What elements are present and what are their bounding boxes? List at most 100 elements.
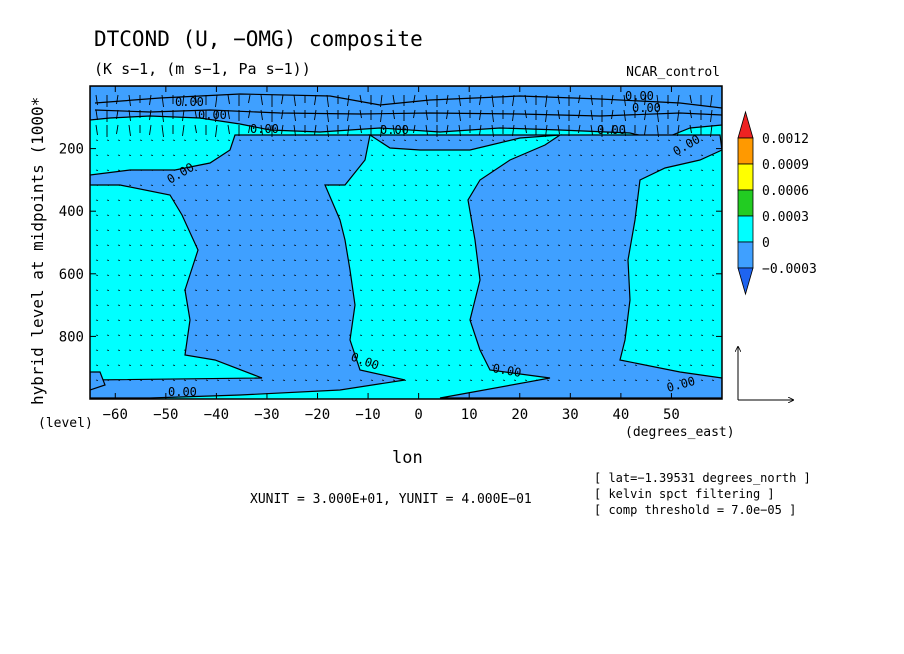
contour-label-bottom: 0.00 (168, 385, 197, 399)
wind-vector (612, 319, 616, 321)
wind-vector (403, 139, 407, 141)
wind-vector (238, 139, 242, 141)
wind-vector (689, 289, 693, 291)
wind-vector (601, 139, 605, 141)
wind-vector (579, 379, 583, 381)
wind-vector (513, 199, 517, 201)
wind-vector (711, 349, 715, 351)
wind-vector (227, 214, 231, 216)
wind-vector (403, 259, 407, 261)
wind-vector (678, 229, 682, 231)
wind-vector (139, 289, 143, 291)
wind-vector (106, 169, 110, 171)
wind-vector (656, 349, 660, 351)
wind-vector (458, 214, 462, 216)
wind-vector (579, 214, 583, 216)
wind-vector (370, 334, 374, 336)
wind-vector (579, 289, 583, 291)
wind-vector (512, 109, 515, 122)
wind-vector (513, 304, 517, 306)
wind-vector (579, 154, 583, 156)
wind-vector (436, 154, 440, 156)
note-filtering: [ kelvin spct filtering ] (594, 487, 775, 501)
wind-vector (172, 259, 176, 261)
wind-vector (227, 364, 231, 366)
wind-vector (524, 289, 528, 291)
wind-vector (700, 214, 704, 216)
wind-vector (205, 364, 209, 366)
wind-vector (249, 244, 253, 246)
contour-region-negative-bottom-left (90, 371, 106, 391)
wind-vector (238, 154, 242, 156)
wind-vector (293, 289, 297, 291)
wind-vector (183, 319, 187, 321)
wind-vector (447, 364, 451, 366)
wind-vector (392, 379, 396, 381)
wind-vector (194, 229, 198, 231)
wind-vector (238, 169, 242, 171)
wind-vector (469, 259, 473, 261)
wind-vector (667, 319, 671, 321)
wind-vector (205, 319, 209, 321)
wind-vector (172, 319, 176, 321)
wind-vector (491, 229, 495, 231)
wind-vector (293, 319, 297, 321)
x-tick-label: 0 (414, 407, 422, 423)
wind-vector (480, 154, 484, 156)
wind-vector (623, 94, 626, 107)
wind-vector (601, 319, 605, 321)
wind-vector (139, 379, 143, 381)
y-axis-ticks: 200 400 600 800 (59, 142, 722, 345)
wind-vector (227, 154, 231, 156)
wind-vector (480, 304, 484, 306)
wind-vector (579, 334, 583, 336)
wind-vector (249, 169, 253, 171)
wind-vector (238, 334, 242, 336)
wind-vector (183, 169, 187, 171)
wind-vector (447, 244, 451, 246)
wind-vector (194, 349, 198, 351)
wind-vector (645, 169, 649, 171)
contour-line-upper-1 (94, 93, 722, 109)
wind-vector (381, 199, 385, 201)
wind-vector (710, 94, 713, 108)
wind-vector (623, 349, 627, 351)
wind-vector (326, 259, 330, 261)
wind-vector (326, 214, 330, 216)
wind-vector (425, 124, 428, 136)
wind-vector (579, 364, 583, 366)
wind-vector (183, 214, 187, 216)
wind-vector (139, 214, 143, 216)
wind-vector (370, 274, 374, 276)
wind-vector (623, 379, 627, 381)
wind-vector (677, 124, 680, 137)
wind-vector (139, 244, 143, 246)
wind-vector (337, 274, 341, 276)
wind-vector (117, 199, 121, 201)
wind-vector (469, 304, 473, 306)
wind-vector (458, 304, 462, 306)
wind-vector (601, 229, 605, 231)
wind-vector (557, 154, 561, 156)
wind-vector (447, 319, 451, 321)
wind-vector (480, 364, 484, 366)
wind-vector (480, 334, 484, 336)
wind-vector (304, 139, 308, 141)
wind-vector (623, 199, 627, 201)
wind-vector (348, 274, 352, 276)
wind-vector (689, 184, 693, 186)
wind-vector (117, 244, 121, 246)
wind-vector (678, 154, 682, 156)
wind-vector (348, 199, 352, 201)
wind-vector (370, 244, 374, 246)
wind-vector (601, 214, 605, 216)
wind-vector (392, 244, 396, 246)
wind-vector (502, 304, 506, 306)
wind-vector (282, 304, 286, 306)
colorbar-swatch (737, 215, 754, 243)
wind-vector (216, 349, 220, 351)
wind-vector (678, 379, 682, 381)
wind-vector (315, 319, 319, 321)
wind-vector (260, 274, 264, 276)
wind-vector (293, 184, 297, 186)
